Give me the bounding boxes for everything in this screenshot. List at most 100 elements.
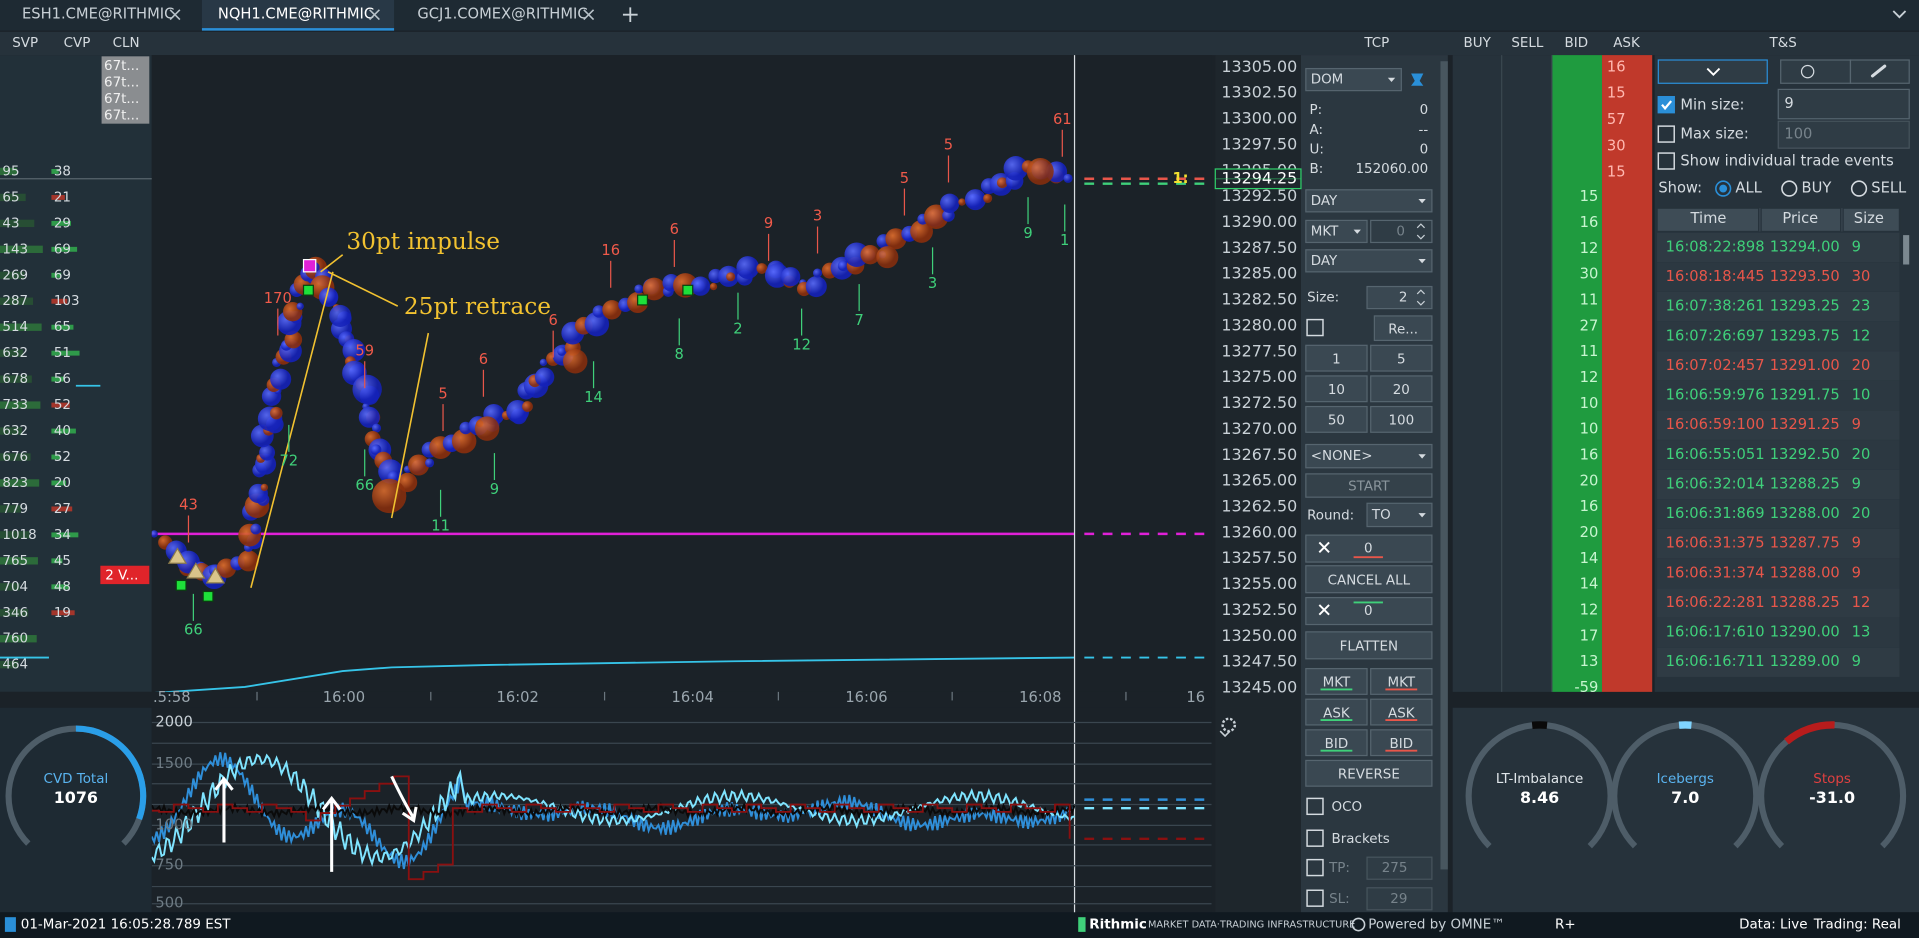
- quick-size-button[interactable]: [1305, 405, 1368, 433]
- ts-time: 16:08:22:898: [1666, 238, 1765, 255]
- buy-bubble-label: 72: [279, 453, 298, 470]
- tab-label[interactable]: GCJ1.COMEX@RITHMIC: [417, 6, 587, 23]
- individual-checkbox[interactable]: [1657, 152, 1675, 170]
- buy-order-button-label[interactable]: MKT: [1323, 676, 1351, 691]
- reverse-button[interactable]: [1305, 759, 1433, 787]
- ts-filter-button[interactable]: [1780, 59, 1852, 84]
- min-size-input[interactable]: [1777, 88, 1910, 120]
- show-option[interactable]: SELL: [1871, 180, 1907, 197]
- svp-value: 95: [2, 164, 19, 179]
- min-size-checkbox[interactable]: [1657, 96, 1675, 114]
- quick-size-button[interactable]: [1305, 344, 1368, 372]
- spinner: [1416, 289, 1425, 306]
- cvd-gauge-fill: [75, 725, 147, 821]
- absorption-marker: [167, 547, 188, 564]
- column-header[interactable]: SVP: [12, 36, 38, 51]
- quick-size-button[interactable]: [1370, 344, 1433, 372]
- quick-size-button-label[interactable]: 5: [1397, 352, 1406, 367]
- cvp-bar: [51, 350, 80, 356]
- ts-time: 16:06:31:374: [1666, 564, 1765, 581]
- buy-bubble: [370, 444, 382, 456]
- quick-size-button-label[interactable]: 20: [1393, 383, 1410, 398]
- ts-row: [1657, 232, 1900, 263]
- ts-size: 9: [1852, 475, 1861, 492]
- sell-order-button-label[interactable]: BID: [1390, 737, 1414, 752]
- annotation-line: [390, 332, 430, 519]
- ts-price: 13291.75: [1770, 387, 1840, 404]
- sell-bubble: [642, 277, 666, 301]
- column-header[interactable]: CVP: [64, 36, 91, 51]
- buy-order-button-label[interactable]: ASK: [1323, 706, 1351, 721]
- reset-button-label[interactable]: Re...: [1388, 322, 1418, 337]
- settings-icon[interactable]: [1221, 717, 1237, 733]
- quick-size-button[interactable]: [1305, 375, 1368, 403]
- start-button-label[interactable]: START: [1348, 480, 1390, 495]
- svp-bar: [0, 583, 20, 591]
- tp-checkbox[interactable]: [1306, 858, 1324, 877]
- quick-size-button-label[interactable]: 1: [1332, 352, 1341, 367]
- svp-value: 632: [2, 424, 28, 439]
- bid-size: 10: [1580, 395, 1599, 412]
- size-input[interactable]: [1366, 285, 1433, 310]
- size-checkbox[interactable]: [1306, 318, 1324, 337]
- quick-size-button-label[interactable]: 100: [1388, 414, 1414, 429]
- tcp-title: TCP: [1363, 36, 1389, 51]
- individual-label: Show individual trade events: [1680, 153, 1894, 170]
- svp-value: 678: [2, 372, 28, 387]
- sell-order-button-label[interactable]: ASK: [1388, 706, 1416, 721]
- show-radio[interactable]: [1850, 180, 1868, 197]
- order-type-dropdown[interactable]: [1305, 219, 1368, 244]
- buy-bubble: [250, 523, 262, 535]
- sell-bubble: [602, 300, 622, 320]
- brackets-checkbox[interactable]: [1306, 829, 1324, 847]
- sell-order-button-label[interactable]: MKT: [1388, 676, 1416, 691]
- cancel-all-button-label[interactable]: CANCEL ALL: [1328, 573, 1411, 588]
- sell-orders: 0: [1364, 604, 1373, 619]
- strategy-dropdown[interactable]: [1305, 443, 1433, 469]
- buy-bubble: [805, 276, 827, 298]
- reverse-button-label[interactable]: REVERSE: [1338, 768, 1400, 783]
- quick-size-button[interactable]: [1370, 375, 1433, 403]
- cancel-all-button[interactable]: [1305, 565, 1433, 594]
- ts-size: 20: [1852, 446, 1871, 463]
- mode-dropdown[interactable]: [1305, 67, 1402, 92]
- sell-bubble-label: 59: [355, 342, 374, 359]
- tab-label[interactable]: NQH1.CME@RITHMIC: [218, 6, 374, 23]
- oco-checkbox[interactable]: [1306, 797, 1324, 816]
- start-button[interactable]: [1305, 473, 1433, 498]
- order-qty-box[interactable]: [1370, 219, 1433, 244]
- max-size-checkbox[interactable]: [1657, 125, 1675, 143]
- flatten-button[interactable]: [1305, 631, 1433, 660]
- round-dropdown[interactable]: [1366, 502, 1433, 528]
- column-header[interactable]: CLN: [113, 36, 140, 51]
- duration-dropdown[interactable]: [1305, 189, 1433, 213]
- cvp-bar: [51, 454, 60, 460]
- show-option[interactable]: BUY: [1802, 180, 1832, 197]
- sl-checkbox[interactable]: [1306, 889, 1324, 907]
- svp-value: 287: [2, 294, 28, 309]
- order-qty: 0: [1396, 224, 1405, 239]
- sl-input[interactable]: [1366, 887, 1433, 911]
- ts-time: 16:08:18:445: [1666, 268, 1765, 285]
- quick-size-button-label[interactable]: 10: [1328, 383, 1345, 398]
- sell-bubble: [1026, 157, 1054, 185]
- duration-dropdown[interactable]: [1305, 249, 1433, 273]
- svp-value: 704: [2, 580, 28, 595]
- tp-input[interactable]: [1366, 856, 1433, 880]
- buy-order-button-label[interactable]: BID: [1325, 737, 1349, 752]
- max-size-input[interactable]: [1777, 120, 1910, 149]
- show-radio[interactable]: [1781, 180, 1798, 197]
- quick-size-button-label[interactable]: 50: [1328, 414, 1345, 429]
- show-option[interactable]: ALL: [1735, 180, 1762, 197]
- show-radio-dot: [1719, 184, 1728, 193]
- reset-button[interactable]: [1373, 315, 1433, 342]
- flatten-button-label[interactable]: FLATTEN: [1340, 640, 1398, 655]
- show-radio[interactable]: [1715, 180, 1732, 197]
- quick-size-button[interactable]: [1370, 405, 1433, 433]
- ts-time: 16:06:59:976: [1666, 387, 1765, 404]
- omne-icon: [1351, 917, 1366, 932]
- ts-dropdown[interactable]: [1657, 59, 1768, 84]
- tab-label[interactable]: ESH1.CME@RITHMIC: [22, 6, 174, 23]
- price-label: 13277.50: [1221, 341, 1297, 360]
- sell-bubble: [885, 228, 907, 250]
